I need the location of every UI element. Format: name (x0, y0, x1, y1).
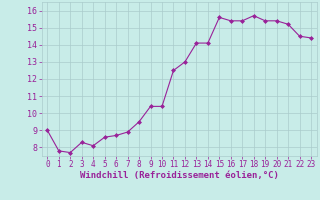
X-axis label: Windchill (Refroidissement éolien,°C): Windchill (Refroidissement éolien,°C) (80, 171, 279, 180)
